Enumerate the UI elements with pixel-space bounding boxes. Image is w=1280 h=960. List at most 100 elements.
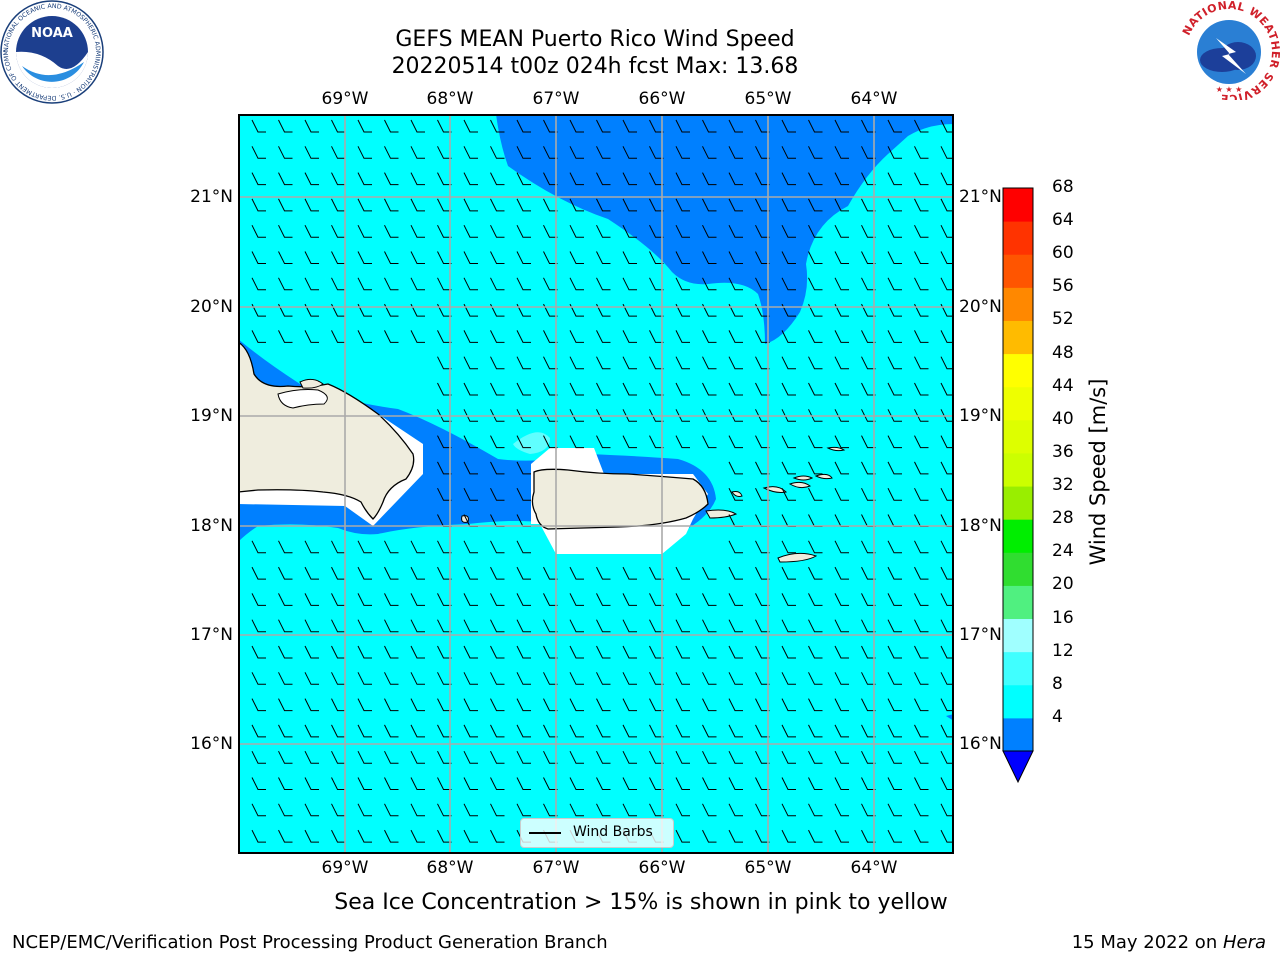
wind-barb xyxy=(887,382,902,396)
wind-barb xyxy=(702,277,717,291)
wind-barb xyxy=(622,750,637,764)
wind-barb xyxy=(437,750,452,764)
wind-barb xyxy=(251,198,266,212)
wind-barb xyxy=(516,356,531,370)
wind-barb xyxy=(357,251,372,264)
wind-barb xyxy=(914,803,929,817)
wind-barb xyxy=(331,119,346,133)
wind-barb xyxy=(384,829,399,843)
wind-barb xyxy=(516,119,531,133)
wind-barb xyxy=(410,724,425,738)
wind-barb xyxy=(516,803,531,817)
wind-barb xyxy=(251,672,266,685)
wind-barb xyxy=(410,619,425,633)
wind-barb xyxy=(437,382,452,396)
colorbar-band xyxy=(1003,519,1033,553)
wind-barb xyxy=(887,619,902,633)
wind-barb xyxy=(463,119,478,133)
wind-barb xyxy=(463,750,478,764)
wind-barb xyxy=(702,645,717,659)
wind-barb xyxy=(357,750,372,764)
wind-barb xyxy=(914,593,929,606)
wind-barb xyxy=(861,593,876,606)
wind-barb xyxy=(622,593,637,606)
wind-barb xyxy=(331,330,346,343)
wind-barb xyxy=(755,303,770,317)
wind-barb xyxy=(543,803,558,817)
wind-barb xyxy=(304,146,319,159)
wind-barb xyxy=(755,146,770,159)
wind-barb xyxy=(516,303,531,317)
wind-barb xyxy=(304,251,319,264)
wind-barb xyxy=(516,461,531,475)
wind-barb xyxy=(463,356,478,370)
wind-barb xyxy=(384,698,399,712)
wind-barb xyxy=(781,672,796,685)
wind-barb xyxy=(251,645,266,659)
wind-barb xyxy=(808,303,823,317)
wind-barb xyxy=(543,303,558,317)
wind-barb xyxy=(861,750,876,764)
wind-barb xyxy=(649,251,664,264)
wind-barb xyxy=(490,303,505,317)
wind-barb xyxy=(331,277,346,291)
wind-barb xyxy=(781,146,796,159)
wind-barb xyxy=(649,803,664,817)
colorbar-tick-label: 20 xyxy=(1052,574,1074,595)
wind-barb xyxy=(702,409,717,422)
wind-barb xyxy=(278,672,293,685)
wind-barb xyxy=(755,435,770,449)
lat-label-left: 16°N xyxy=(190,734,233,754)
wind-barb xyxy=(437,435,452,449)
wind-barb xyxy=(702,382,717,396)
colorbar-tick-label: 64 xyxy=(1052,210,1074,231)
wind-barb xyxy=(887,461,902,475)
wind-barb xyxy=(808,435,823,449)
lat-label-right: 16°N xyxy=(959,734,1002,754)
wind-barb xyxy=(622,645,637,659)
wind-barb xyxy=(808,198,823,212)
wind-barb xyxy=(251,724,266,738)
wind-barb xyxy=(596,277,611,291)
wind-barb xyxy=(543,698,558,712)
land-island xyxy=(826,446,846,452)
wind-barb xyxy=(463,619,478,633)
wind-barb xyxy=(702,672,717,685)
wind-barb xyxy=(887,224,902,238)
wind-barb xyxy=(728,382,743,396)
wind-barb xyxy=(304,777,319,790)
wind-barb xyxy=(728,619,743,633)
wind-barb xyxy=(516,277,531,291)
wind-barb xyxy=(861,566,876,580)
wind-barb xyxy=(834,698,849,712)
wind-barb xyxy=(384,303,399,317)
wind-barb xyxy=(781,698,796,712)
wind-barb xyxy=(834,803,849,817)
wind-barb xyxy=(914,672,929,685)
wind-barb xyxy=(622,382,637,396)
wind-barb xyxy=(808,672,823,685)
land-island xyxy=(777,552,818,563)
wind-barb xyxy=(543,330,558,343)
colorbar-tick-label: 48 xyxy=(1052,342,1074,363)
wind-barb xyxy=(834,566,849,580)
wind-barb xyxy=(463,777,478,790)
wind-barb xyxy=(304,224,319,238)
wind-barb xyxy=(914,251,929,264)
wind-barb xyxy=(834,672,849,685)
wind-barb xyxy=(887,119,902,133)
wind-barb xyxy=(437,251,452,264)
wind-barb xyxy=(834,593,849,606)
wind-barb xyxy=(543,119,558,133)
wind-barb xyxy=(463,461,478,475)
wind-barb xyxy=(834,119,849,133)
wind-barb xyxy=(834,172,849,186)
wind-barb xyxy=(755,566,770,580)
lat-label-right: 19°N xyxy=(959,406,1002,426)
wind-barb xyxy=(569,566,584,580)
lon-label-bottom: 65°W xyxy=(744,858,792,878)
wind-barb xyxy=(596,750,611,764)
wind-barb xyxy=(675,803,690,817)
wind-barb xyxy=(887,698,902,712)
wind-barb xyxy=(251,777,266,790)
